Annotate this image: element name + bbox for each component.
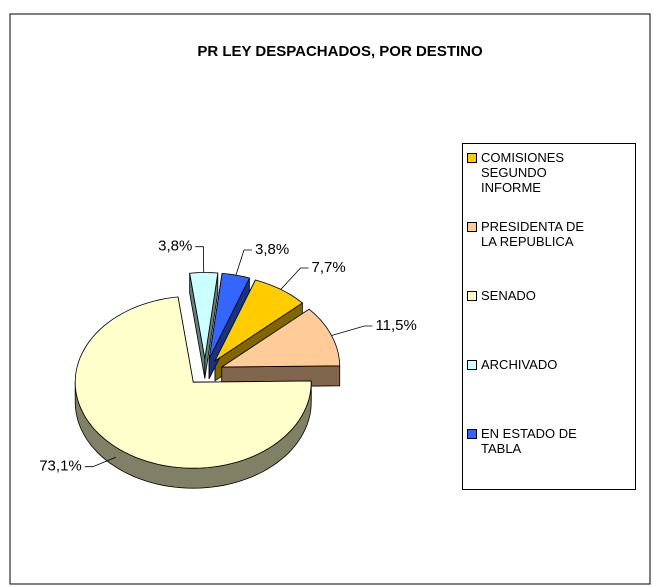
leader-line [331,325,373,336]
legend-label: EN ESTADO DE TABLA [481,426,577,456]
legend-label: COMISIONES SEGUNDO INFORME [481,150,565,195]
legend-swatch [467,222,477,232]
data-label: 7,7% [312,259,346,276]
legend-item: EN ESTADO DE TABLA [467,426,631,495]
data-label: 3,8% [255,241,289,258]
legend-swatch [467,360,477,370]
legend-label: PRESIDENTA DE LA REPUBLICA [481,219,585,249]
legend-item: SENADO [467,288,631,357]
legend: COMISIONES SEGUNDO INFORME PRESIDENTA DE … [462,143,636,490]
chart-title: PR LEY DESPACHADOS, POR DESTINO [197,43,483,60]
legend-swatch [467,291,477,301]
legend-label: ARCHIVADO [481,357,558,372]
slice [214,279,304,362]
legend-item: PRESIDENTA DE LA REPUBLICA [467,219,631,288]
leader-line [280,267,309,290]
slice [220,308,341,368]
leader-line [235,249,253,276]
legend-item: ARCHIVADO [467,357,631,426]
data-label: 73,1% [39,458,82,475]
slice [208,272,251,360]
legend-item: COMISIONES SEGUNDO INFORME [467,150,631,219]
slice [74,296,312,469]
legend-swatch [467,153,477,163]
leader-line [84,456,117,468]
legend-swatch [467,429,477,439]
legend-label: SENADO [481,288,536,303]
data-label: 3,8% [158,238,192,255]
leader-line [195,246,205,273]
data-label: 11,5% [375,317,416,334]
